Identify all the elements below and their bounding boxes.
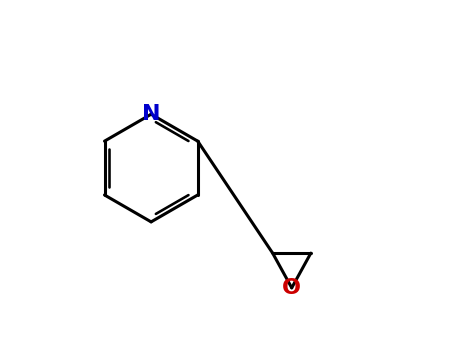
Text: O: O [282, 278, 301, 298]
Text: N: N [142, 104, 160, 124]
